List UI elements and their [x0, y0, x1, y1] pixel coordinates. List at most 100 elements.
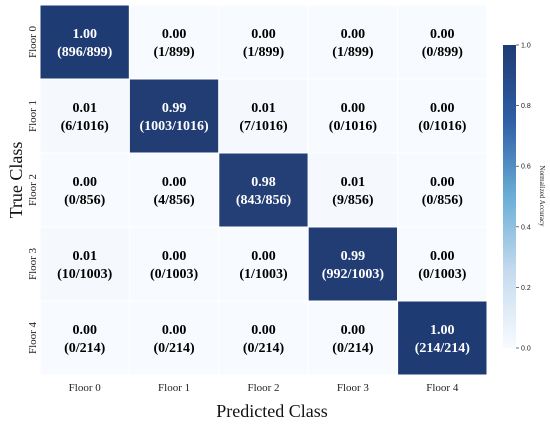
cell-count-label: (10/1003)	[57, 267, 113, 282]
heatmap-cell	[128, 78, 220, 154]
heatmap-cell	[397, 78, 488, 154]
cell-value-label: 1.00	[72, 27, 97, 42]
x-tick-label: Floor 2	[247, 382, 279, 394]
cell-value-label: 0.01	[72, 101, 97, 116]
cell-count-label: (0/856)	[64, 193, 106, 208]
cell-count-label: (7/1016)	[239, 119, 288, 134]
cell-count-label: (1/899)	[243, 45, 285, 60]
cell-value-label: 0.00	[341, 27, 366, 42]
cell-value-label: 0.98	[251, 175, 276, 190]
cell-count-label: (0/214)	[243, 341, 285, 356]
colorbar-tick-label: 0.0	[521, 346, 531, 353]
cell-count-label: (843/856)	[236, 193, 292, 208]
cell-value-label: 0.00	[72, 323, 97, 338]
cell-count-label: (1/899)	[153, 45, 195, 60]
cell-count-label: (0/1016)	[329, 119, 378, 134]
cell-value-label: 0.00	[251, 27, 276, 42]
cell-value-label: 0.00	[72, 175, 97, 190]
x-tick-labels: Floor 0 Floor 1 Floor 2 Floor 3 Floor 4	[69, 382, 459, 394]
cell-value-label: 0.00	[341, 101, 366, 116]
y-tick-label: Floor 3	[27, 247, 39, 280]
cell-count-label: (0/899)	[422, 45, 464, 60]
cell-count-label: (0/214)	[153, 341, 195, 356]
cell-count-label: (992/1003)	[322, 267, 385, 282]
cell-count-label: (0/1003)	[150, 267, 199, 282]
cell-value-label: 0.00	[162, 175, 187, 190]
colorbar-ticks: 0.0 0.2 0.4 0.6 0.8 1.0	[516, 43, 531, 353]
cell-value-label: 0.01	[72, 249, 97, 264]
heatmap-cell	[39, 78, 130, 154]
heatmap-cell	[307, 4, 399, 80]
cell-count-label: (9/856)	[332, 193, 374, 208]
cell-value-label: 0.00	[430, 175, 455, 190]
y-tick-labels: Floor 0 Floor 1 Floor 2 Floor 3 Floor 4	[27, 25, 39, 354]
heatmap-cell	[218, 300, 309, 376]
heatmap-cell	[397, 226, 488, 302]
cell-count-label: (6/1016)	[61, 119, 110, 134]
cell-count-label: (0/214)	[64, 341, 106, 356]
heatmap-cell	[39, 226, 130, 302]
y-axis-title: True Class	[6, 142, 26, 219]
cell-value-label: 0.00	[162, 27, 187, 42]
cell-count-label: (0/1016)	[418, 119, 467, 134]
cell-value-label: 0.00	[430, 101, 455, 116]
heatmap-cell	[307, 78, 399, 154]
cell-value-label: 0.99	[162, 101, 187, 116]
cell-value-label: 0.00	[162, 323, 187, 338]
cell-value-label: 0.00	[162, 249, 187, 264]
heatmap-cell	[307, 300, 399, 376]
cell-count-label: (0/1003)	[418, 267, 467, 282]
cell-count-label: (4/856)	[153, 193, 195, 208]
cell-count-label: (1003/1016)	[139, 119, 209, 134]
cell-value-label: 0.01	[251, 101, 276, 116]
x-tick-label: Floor 1	[158, 382, 190, 394]
cell-value-label: 0.00	[251, 323, 276, 338]
colorbar-tick-label: 0.8	[521, 103, 531, 110]
y-tick-label: Floor 4	[27, 321, 39, 354]
colorbar-tick-label: 0.2	[521, 285, 531, 292]
heatmap-cells: 1.00 (896/899) 0.00 (1/899) 0.00 (1/899) 0.00 (…	[39, 4, 488, 376]
heatmap-cell	[307, 152, 399, 228]
cell-value-label: 1.00	[430, 323, 455, 338]
y-tick-label: Floor 1	[27, 100, 39, 132]
x-tick-label: Floor 0	[69, 382, 102, 394]
heatmap-cell	[128, 300, 220, 376]
heatmap-cell	[128, 226, 220, 302]
cell-count-label: (0/856)	[422, 193, 464, 208]
cell-count-label: (1/1003)	[239, 267, 288, 282]
heatmap-cell	[307, 226, 399, 302]
x-axis-title: Predicted Class	[216, 401, 327, 421]
heatmap-cell	[397, 4, 488, 80]
colorbar-tick-label: 0.6	[521, 164, 531, 171]
cell-value-label: 0.00	[430, 249, 455, 264]
y-tick-label: Floor 2	[27, 174, 39, 206]
cell-count-label: (1/899)	[332, 45, 374, 60]
colorbar	[503, 45, 516, 348]
heatmap-cell	[39, 152, 130, 228]
x-tick-label: Floor 3	[337, 382, 370, 394]
cell-count-label: (214/214)	[415, 341, 471, 356]
cell-value-label: 0.99	[341, 249, 366, 264]
heatmap-cell	[128, 152, 220, 228]
cell-value-label: 0.00	[341, 323, 366, 338]
colorbar-label: Normalized Accuracy	[538, 165, 546, 227]
heatmap-cell	[397, 152, 488, 228]
cell-value-label: 0.00	[430, 27, 455, 42]
heatmap-cell	[397, 300, 488, 376]
heatmap-cell	[39, 4, 130, 80]
heatmap-cell	[39, 300, 130, 376]
y-tick-label: Floor 0	[27, 25, 39, 58]
cell-value-label: 0.00	[251, 249, 276, 264]
colorbar-tick-label: 1.0	[521, 43, 531, 50]
x-tick-label: Floor 4	[426, 382, 459, 394]
colorbar-tick-label: 0.4	[521, 224, 531, 231]
cell-count-label: (0/214)	[332, 341, 374, 356]
heatmap-cell	[128, 4, 220, 80]
heatmap-cell	[218, 226, 309, 302]
cell-count-label: (896/899)	[57, 45, 113, 60]
heatmap-cell	[218, 4, 309, 80]
heatmap-cell	[218, 78, 309, 154]
cell-value-label: 0.01	[341, 175, 366, 190]
